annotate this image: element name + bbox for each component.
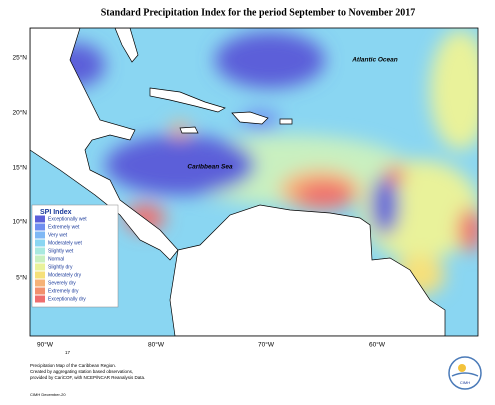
lon-label: 90°W xyxy=(37,341,54,349)
lon-label: 80°W xyxy=(148,341,165,349)
ocean-label: Atlantic Ocean xyxy=(351,57,398,64)
lat-label: 25°N xyxy=(12,54,27,62)
footnote: Precipitation Map of the Caribbean Regio… xyxy=(30,363,116,368)
legend-label: Extremely dry xyxy=(48,288,79,294)
legend-label: Normal xyxy=(48,256,64,262)
credit: CIMH December-20 xyxy=(30,392,66,397)
legend-swatch xyxy=(35,255,45,263)
sea-label: Caribbean Sea xyxy=(187,164,233,171)
lat-label: 10°N xyxy=(12,218,27,226)
legend-swatch xyxy=(35,263,45,271)
logo: CIMH xyxy=(448,356,482,390)
legend-label: Moderately wet xyxy=(48,240,83,246)
lat-label: 5°N xyxy=(16,274,27,282)
lon-label: 70°W xyxy=(258,341,275,349)
footnote: provided by CariCOF, with NCEP/NCAR Rean… xyxy=(30,375,145,380)
legend-label: Slightly wet xyxy=(48,248,74,254)
legend-swatch xyxy=(35,287,45,295)
legend-swatch xyxy=(35,223,45,231)
lon-label: 60°W xyxy=(369,341,386,349)
legend-swatch xyxy=(35,279,45,287)
legend-swatch xyxy=(35,215,45,223)
legend-label: Slightly dry xyxy=(48,264,73,270)
legend-swatch xyxy=(35,239,45,247)
page-number: 17 xyxy=(65,350,71,355)
lat-label: 20°N xyxy=(12,109,27,117)
logo-text: CIMH xyxy=(460,380,470,385)
legend-swatch xyxy=(35,271,45,279)
legend-label: Exceptionally dry xyxy=(48,296,86,302)
legend-label: Very wet xyxy=(48,232,68,238)
legend-label: Severely dry xyxy=(48,280,76,286)
legend-label: Extremely wet xyxy=(48,224,80,230)
legend-swatch xyxy=(35,231,45,239)
lat-label: 15°N xyxy=(12,164,27,172)
footnote: Created by aggregating station based obs… xyxy=(30,369,133,374)
legend-swatch xyxy=(35,295,45,303)
legend-title: SPI Index xyxy=(40,209,72,216)
legend-label: Exceptionally wet xyxy=(48,216,87,222)
map-title: Standard Precipitation Index for the per… xyxy=(101,7,416,18)
legend-label: Moderately dry xyxy=(48,272,82,278)
legend-swatch xyxy=(35,247,45,255)
legend: SPI Index Exceptionally wet Extremely wet… xyxy=(31,204,119,308)
map-frame xyxy=(29,27,479,337)
